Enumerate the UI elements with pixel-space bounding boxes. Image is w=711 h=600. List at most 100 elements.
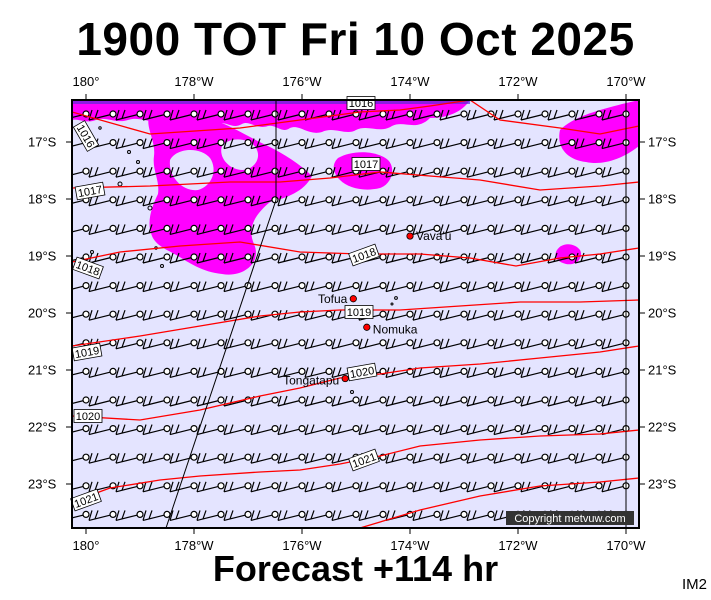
wind-barb bbox=[466, 195, 495, 207]
wind-barb bbox=[331, 281, 360, 293]
lat-tick-label: 20°S bbox=[648, 305, 677, 321]
svg-text:1020: 1020 bbox=[76, 411, 100, 423]
wind-barb bbox=[574, 167, 603, 178]
wind-barb bbox=[520, 281, 549, 293]
wind-barb bbox=[223, 310, 252, 321]
isobars bbox=[72, 100, 639, 528]
wind-barb bbox=[439, 224, 468, 235]
wind-barb bbox=[358, 281, 387, 293]
wind-barb bbox=[412, 167, 441, 178]
lat-tick-label: 20°S bbox=[28, 305, 57, 321]
wind-barb bbox=[250, 510, 279, 521]
place-label: Tofua bbox=[318, 292, 348, 306]
island-outlines bbox=[90, 126, 398, 394]
lon-tick-label: 170°W bbox=[606, 538, 646, 553]
wind-barb bbox=[493, 252, 522, 264]
wind-barb bbox=[115, 510, 144, 521]
wind-barb bbox=[331, 338, 360, 350]
wind-barb bbox=[547, 224, 576, 235]
place-marker: Nomuka bbox=[363, 322, 418, 336]
wind-barb bbox=[277, 395, 306, 407]
wind-barb bbox=[223, 367, 252, 378]
wind-barb bbox=[520, 310, 549, 321]
isobar-label: 1016 bbox=[346, 96, 376, 110]
wind-barb bbox=[142, 281, 171, 293]
wind-barb bbox=[385, 109, 414, 121]
wind-barb bbox=[169, 109, 198, 121]
wind-barb bbox=[466, 510, 495, 521]
wind-barb bbox=[250, 281, 279, 293]
wind-barb bbox=[385, 310, 414, 321]
wind-barb bbox=[439, 395, 468, 407]
wind-barb bbox=[493, 310, 522, 321]
wind-barb bbox=[196, 252, 225, 264]
lon-tick-label: 172°W bbox=[498, 538, 538, 553]
wind-barb bbox=[196, 510, 225, 521]
wind-barb bbox=[142, 338, 171, 350]
wind-barb bbox=[277, 510, 306, 521]
wind-barb bbox=[196, 195, 225, 207]
wind-barb bbox=[196, 281, 225, 293]
wind-barb bbox=[439, 367, 468, 378]
wind-barb bbox=[223, 252, 252, 264]
wind-barb bbox=[304, 510, 333, 521]
wind-barb bbox=[250, 167, 279, 178]
wind-barb bbox=[196, 224, 225, 235]
wind-barb bbox=[223, 481, 252, 493]
wind-barb bbox=[304, 167, 333, 178]
wind-barb bbox=[142, 481, 171, 493]
wind-barb bbox=[439, 167, 468, 178]
wind-barb bbox=[358, 424, 387, 436]
wind-barb bbox=[385, 252, 414, 264]
svg-text:1019: 1019 bbox=[347, 307, 371, 319]
wind-barb bbox=[439, 510, 468, 521]
wind-barb bbox=[88, 195, 117, 207]
wind-barb bbox=[169, 281, 198, 293]
wind-barb bbox=[520, 338, 549, 350]
place-label: Tongatapu bbox=[283, 374, 339, 388]
isobar-line bbox=[72, 429, 639, 503]
map-frame bbox=[71, 99, 640, 529]
lat-tick-label: 22°S bbox=[648, 419, 677, 435]
wind-barb bbox=[115, 310, 144, 321]
wind-barb bbox=[520, 367, 549, 378]
wind-barb bbox=[169, 510, 198, 521]
wind-barb bbox=[358, 138, 387, 150]
wind-barb bbox=[412, 195, 441, 207]
lat-tick-label: 21°S bbox=[648, 362, 677, 378]
wind-barb bbox=[169, 424, 198, 436]
wind-barb bbox=[520, 453, 549, 464]
wind-barb bbox=[466, 224, 495, 235]
wind-barb bbox=[547, 424, 576, 436]
wind-barb bbox=[277, 481, 306, 493]
wind-barb bbox=[250, 367, 279, 378]
wind-barb bbox=[412, 510, 441, 521]
lon-tick-label: 178°W bbox=[174, 74, 214, 89]
wind-barb bbox=[574, 424, 603, 436]
wind-barb bbox=[385, 224, 414, 235]
wind-barb bbox=[142, 510, 171, 521]
wind-barb bbox=[439, 481, 468, 493]
wind-barb bbox=[574, 195, 603, 207]
wind-barb bbox=[547, 281, 576, 293]
wind-barb bbox=[72, 510, 90, 519]
wind-barb bbox=[331, 224, 360, 235]
wind-barb bbox=[358, 195, 387, 207]
lon-tick-label: 176°W bbox=[282, 74, 322, 89]
wind-barb bbox=[385, 395, 414, 407]
wind-barb bbox=[88, 310, 117, 321]
wind-barb bbox=[72, 310, 90, 319]
wind-barb bbox=[304, 367, 333, 378]
place-label: Vava'u bbox=[416, 229, 451, 243]
wind-barb bbox=[142, 224, 171, 235]
wind-barb bbox=[115, 167, 144, 178]
wind-barb bbox=[250, 481, 279, 493]
wind-barb bbox=[439, 195, 468, 207]
wind-barb bbox=[520, 195, 549, 207]
wind-barb bbox=[412, 367, 441, 378]
wind-barb bbox=[493, 167, 522, 178]
wind-barb bbox=[115, 224, 144, 235]
wind-barb bbox=[331, 424, 360, 436]
wind-barb bbox=[72, 482, 90, 490]
wind-barb bbox=[223, 424, 252, 436]
